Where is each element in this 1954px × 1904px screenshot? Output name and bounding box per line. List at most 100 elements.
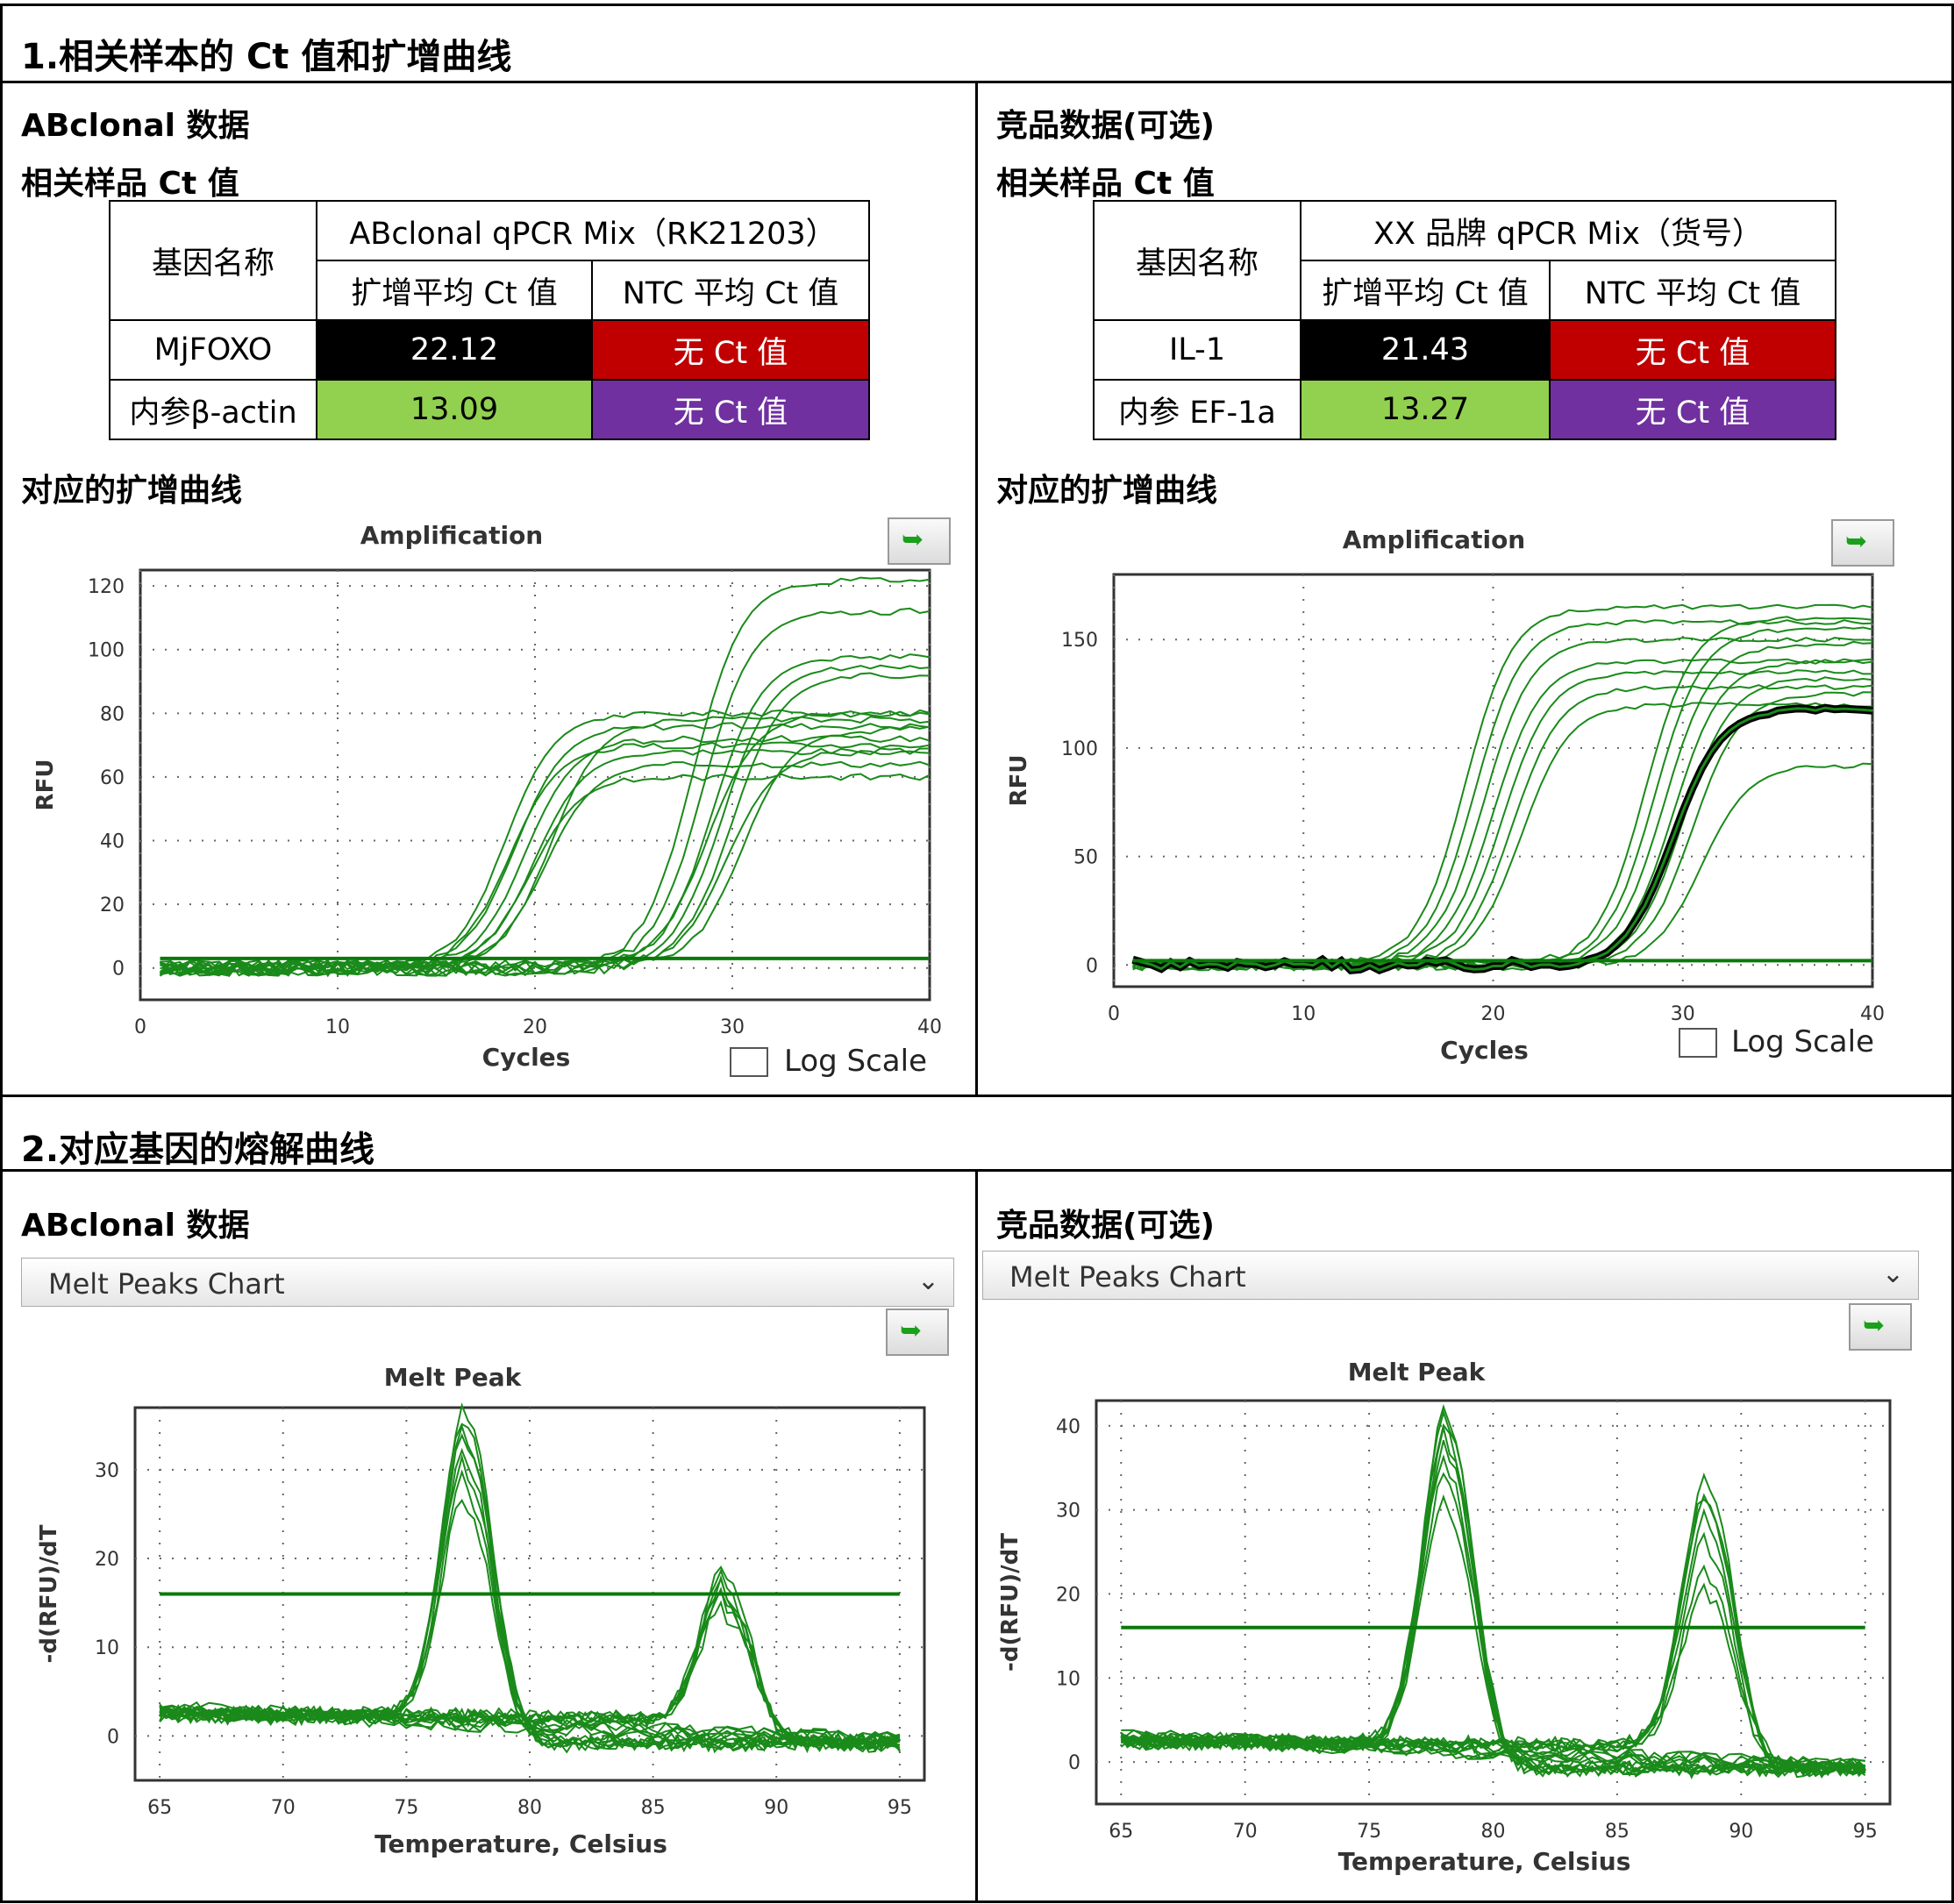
section2-title: 2.对应基因的熔解曲线 [21, 1130, 375, 1170]
x-tick-label: 40 [917, 1016, 942, 1038]
left-amplification-chart: Amplification 0 10 20 30 40 0 20 40 60 80 100 120 Cyc… [32, 521, 942, 1072]
x-tick-label: 85 [1605, 1821, 1630, 1843]
gene-cell: 内参β-actin [109, 379, 317, 440]
log-scale-label: Log Scale [1731, 1024, 1875, 1059]
col-gene: 基因名称 [1093, 200, 1301, 321]
y-tick-label: 120 [88, 576, 125, 598]
chart-title: Amplification [1343, 525, 1525, 554]
x-tick-label: 90 [764, 1797, 788, 1819]
column-divider-2 [975, 1169, 978, 1902]
avg-cell: 22.12 [316, 319, 593, 381]
log-scale-checkbox[interactable] [1679, 1028, 1717, 1058]
y-tick-label: 0 [107, 1726, 119, 1748]
right-header: 竞品数据(可选) [996, 108, 1215, 144]
export-arrow-icon: ➥ [1845, 526, 1868, 557]
x-tick-label: 0 [134, 1016, 146, 1038]
left-header: ABclonal 数据 [21, 108, 250, 144]
border-top [0, 4, 1954, 6]
x-axis-label: Cycles [482, 1043, 571, 1072]
col-avg: 扩增平均 Ct 值 [316, 260, 593, 321]
y-axis-label: -d(RFU)/dT [36, 1524, 62, 1663]
x-tick-label: 10 [325, 1016, 350, 1038]
x-axis-label: Temperature, Celsius [374, 1829, 667, 1858]
melt-curve [159, 1600, 901, 1752]
y-tick-label: 40 [1056, 1416, 1080, 1438]
y-tick-label: 20 [100, 895, 125, 916]
x-tick-label: 65 [1109, 1821, 1133, 1843]
right-melt-header: 竞品数据(可选) [996, 1208, 1215, 1244]
y-tick-label: 30 [1056, 1501, 1080, 1522]
x-tick-label: 20 [1481, 1003, 1506, 1025]
y-axis-label: RFU [32, 759, 59, 811]
chevron-down-icon: ⌄ [1881, 1259, 1904, 1289]
right-amplification-chart: Amplification 0 10 20 30 40 0 50 100 150 Cycles RFU [1006, 525, 1885, 1065]
x-tick-label: 85 [641, 1797, 666, 1819]
left-amp-header: 对应的扩增曲线 [21, 473, 243, 509]
avg-cell: 13.27 [1300, 379, 1551, 440]
melt-baseline-curve [160, 1703, 901, 1750]
log-scale-checkbox[interactable] [730, 1047, 768, 1077]
amplification-curve [160, 750, 931, 977]
left-melt-header: ABclonal 数据 [21, 1208, 250, 1244]
plot-area [1112, 573, 1874, 988]
x-tick-label: 80 [1481, 1821, 1506, 1843]
amplification-curve [159, 725, 931, 977]
x-tick-label: 70 [271, 1797, 296, 1819]
export-arrow-icon: ➥ [900, 1316, 923, 1346]
column-divider-1 [975, 81, 978, 1096]
chart-title: Melt Peak [1348, 1358, 1487, 1387]
export-button[interactable]: ➥ [888, 517, 951, 565]
col-avg: 扩增平均 Ct 值 [1300, 260, 1551, 321]
melt-baseline-curve [159, 1704, 901, 1748]
col-gene: 基因名称 [109, 200, 317, 321]
x-tick-label: 75 [394, 1797, 418, 1819]
x-tick-label: 30 [1671, 1003, 1695, 1025]
left-ct-header: 相关样品 Ct 值 [21, 166, 239, 202]
x-tick-label: 95 [888, 1797, 912, 1819]
x-axis-label: Temperature, Celsius [1338, 1847, 1631, 1876]
x-tick-label: 0 [1108, 1003, 1120, 1025]
section1-title: 1.相关样本的 Ct 值和扩增曲线 [21, 37, 512, 77]
y-tick-label: 10 [1056, 1668, 1080, 1690]
y-tick-label: 0 [1068, 1752, 1080, 1774]
x-tick-label: 70 [1233, 1821, 1258, 1843]
gene-cell: IL-1 [1093, 319, 1301, 381]
dropdown-label: Melt Peaks Chart [1009, 1260, 1246, 1294]
plot-area [139, 568, 931, 1002]
x-axis-label: Cycles [1440, 1036, 1529, 1065]
y-tick-label: 0 [1086, 955, 1098, 977]
left-melt-chart: Melt Peak 65 70 75 80 85 90 95 0 10 20 30 Temperatur… [36, 1363, 926, 1858]
export-button[interactable]: ➥ [886, 1309, 949, 1356]
x-tick-label: 95 [1853, 1821, 1878, 1843]
x-tick-label: 10 [1291, 1003, 1316, 1025]
border-left [0, 4, 3, 1903]
y-tick-label: 40 [100, 831, 125, 853]
amplification-curve [1132, 706, 1873, 972]
x-tick-label: 40 [1860, 1003, 1885, 1025]
gene-cell: MjFOXO [109, 319, 317, 381]
melt-peaks-dropdown[interactable]: Melt Peaks Chart ⌄ [982, 1251, 1919, 1300]
y-tick-label: 10 [95, 1637, 119, 1659]
border-right [1951, 4, 1954, 1903]
y-tick-label: 100 [1061, 738, 1098, 760]
export-button[interactable]: ➥ [1831, 519, 1894, 567]
melt-peaks-dropdown[interactable]: Melt Peaks Chart ⌄ [21, 1258, 954, 1307]
avg-cell: 13.09 [316, 379, 593, 440]
export-button[interactable]: ➥ [1849, 1303, 1912, 1351]
x-tick-label: 30 [720, 1016, 745, 1038]
y-tick-label: 150 [1061, 630, 1098, 652]
col-ntc: NTC 平均 Ct 值 [1549, 260, 1836, 321]
y-tick-label: 20 [95, 1549, 119, 1571]
x-tick-label: 75 [1357, 1821, 1381, 1843]
right-amp-header: 对应的扩增曲线 [996, 473, 1218, 509]
right-ct-header: 相关样品 Ct 值 [996, 166, 1215, 202]
y-axis-label: RFU [1006, 755, 1032, 807]
y-tick-label: 80 [100, 703, 125, 725]
mix-title: ABclonal qPCR Mix（RK21203） [316, 200, 870, 261]
x-tick-label: 65 [147, 1797, 172, 1819]
dropdown-label: Melt Peaks Chart [48, 1267, 285, 1301]
chart-title: Melt Peak [384, 1363, 523, 1392]
y-tick-label: 100 [88, 640, 125, 662]
y-axis-label: -d(RFU)/dT [997, 1533, 1023, 1672]
right-ct-table: 基因名称 XX 品牌 qPCR Mix（货号） 扩增平均 Ct 值 NTC 平均… [1093, 200, 1836, 440]
